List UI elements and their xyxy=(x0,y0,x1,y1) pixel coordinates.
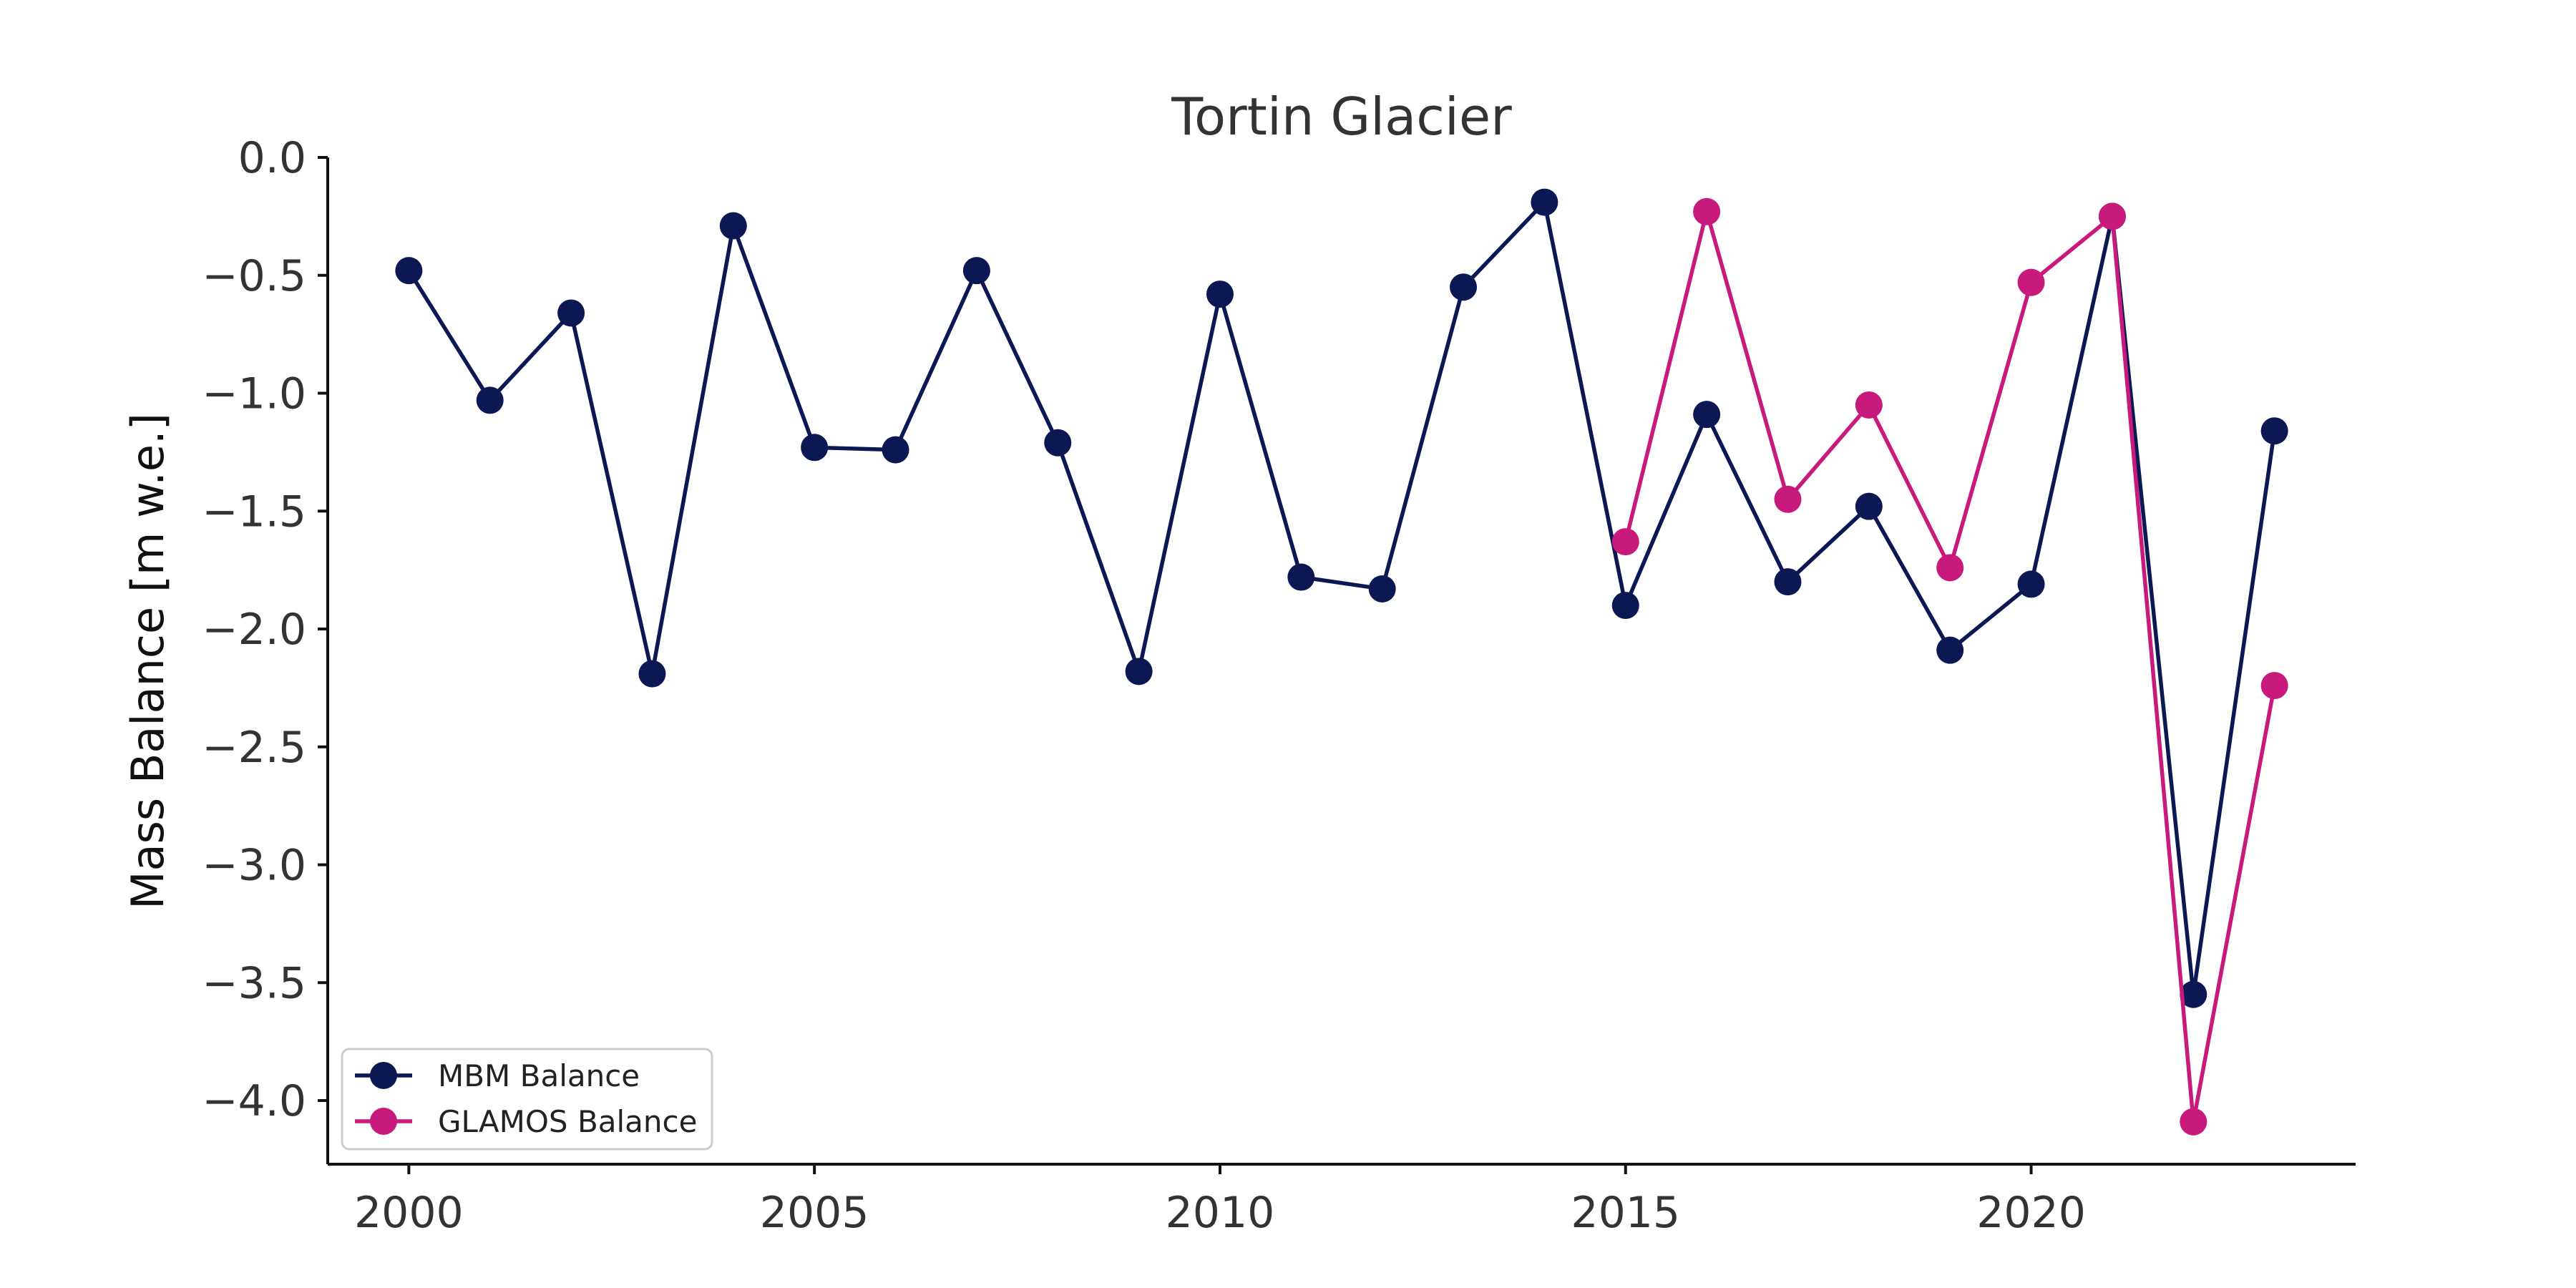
data-point xyxy=(1774,485,1802,513)
legend-box xyxy=(341,1048,713,1151)
data-point xyxy=(1206,280,1234,308)
y-tick-label: 0.0 xyxy=(238,133,306,183)
legend-marker xyxy=(370,1062,397,1089)
y-tick-label: −2.5 xyxy=(202,723,306,773)
data-point xyxy=(1611,528,1639,556)
series-mbm xyxy=(395,188,2288,1008)
data-point xyxy=(1450,273,1478,301)
y-tick-label: −2.0 xyxy=(202,605,306,655)
data-point xyxy=(1611,592,1639,620)
data-point xyxy=(1774,568,1802,596)
data-point xyxy=(395,257,423,285)
data-point xyxy=(1693,197,1721,225)
data-point xyxy=(801,434,829,462)
x-tick-label: 2000 xyxy=(354,1188,464,1238)
data-point xyxy=(2260,672,2288,700)
y-tick-label: −1.0 xyxy=(202,369,306,419)
x-tick-label: 2015 xyxy=(1571,1188,1680,1238)
axes: 0.0 −0.5 −1.0 −1.5 −2.0 −2.5 −3.0 −3.5 −4.0 2000 2… xyxy=(202,133,2356,1238)
data-point xyxy=(1531,188,1558,216)
plot-area xyxy=(395,188,2288,1136)
data-point xyxy=(1936,636,1964,664)
series-glamos xyxy=(1611,197,2288,1136)
data-point xyxy=(1368,575,1396,602)
data-point xyxy=(1855,391,1883,419)
data-point xyxy=(638,660,666,688)
data-point xyxy=(1936,554,1964,582)
legend-label: GLAMOS Balance xyxy=(438,1104,697,1139)
data-point xyxy=(2180,1108,2207,1136)
x-tick-label: 2005 xyxy=(760,1188,869,1238)
data-point xyxy=(2098,203,2126,230)
y-tick-label: −3.5 xyxy=(202,958,306,1008)
data-point xyxy=(557,299,585,327)
y-tick-label: −3.0 xyxy=(202,841,306,891)
x-tick-label: 2010 xyxy=(1166,1188,1275,1238)
data-point xyxy=(962,257,990,285)
legend-marker xyxy=(370,1108,397,1135)
data-point xyxy=(2017,570,2045,598)
data-point xyxy=(882,436,909,464)
data-point xyxy=(1855,492,1883,520)
data-point xyxy=(1693,401,1721,429)
data-point xyxy=(2017,268,2045,296)
data-point xyxy=(1044,429,1072,457)
chart-title: Tortin Glacier xyxy=(1171,87,1512,147)
data-point xyxy=(2180,980,2207,1008)
data-point xyxy=(476,386,504,414)
y-tick-label: −1.5 xyxy=(202,487,306,537)
legend-label: MBM Balance xyxy=(438,1058,640,1093)
legend: MBM Balance GLAMOS Balance xyxy=(341,1048,713,1151)
x-tick-label: 2020 xyxy=(1976,1188,2086,1238)
y-tick-label: −4.0 xyxy=(202,1076,306,1126)
data-point xyxy=(1125,658,1153,686)
series-line xyxy=(1624,210,2277,1124)
data-point xyxy=(2260,417,2288,445)
series-line xyxy=(407,200,2277,997)
data-point xyxy=(1287,563,1315,591)
data-point xyxy=(719,212,747,240)
y-tick-label: −0.5 xyxy=(202,251,306,301)
y-axis-label: Mass Balance [m w.e.] xyxy=(122,413,174,909)
